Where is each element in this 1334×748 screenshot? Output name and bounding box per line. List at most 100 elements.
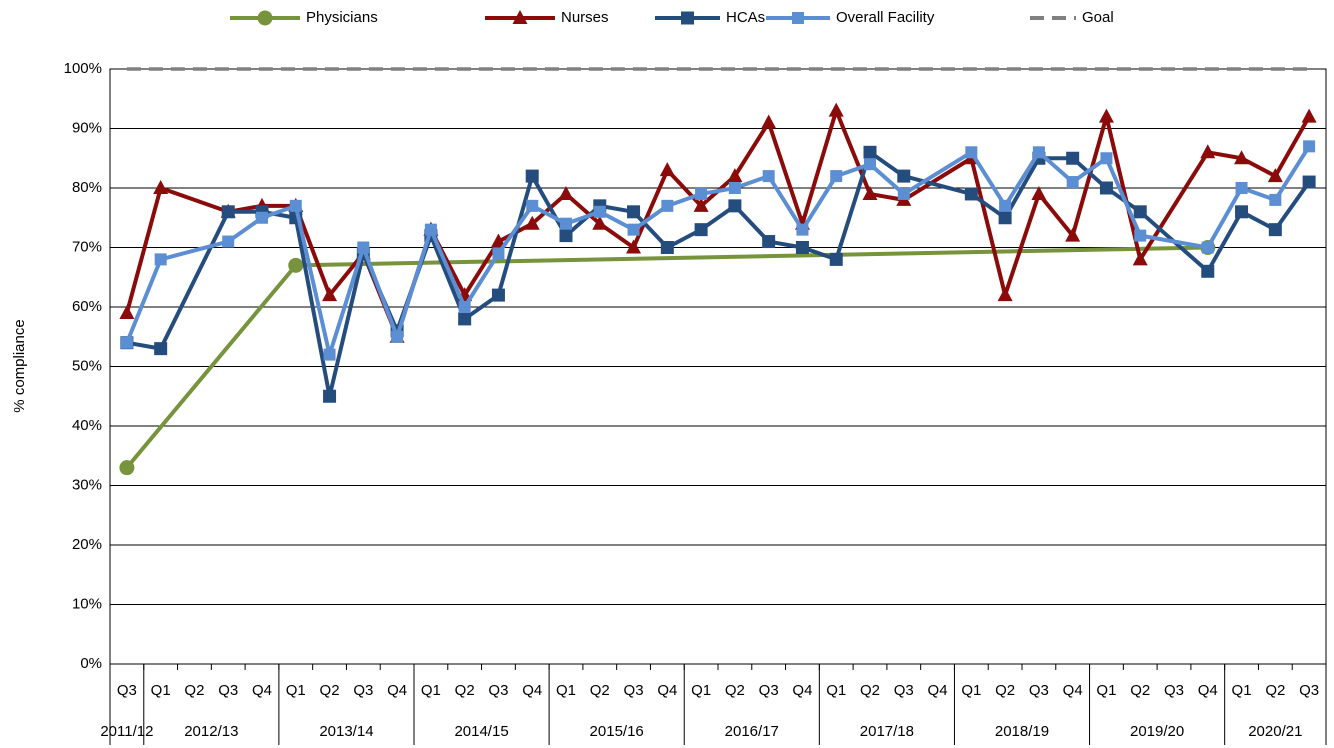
marker (1269, 193, 1282, 206)
marker (626, 239, 642, 254)
marker (559, 229, 573, 243)
marker (999, 199, 1012, 212)
series-line (124, 108, 1311, 339)
marker (627, 205, 641, 219)
marker (154, 342, 168, 356)
x-tick-label: Q2 (860, 682, 880, 699)
marker (1234, 150, 1250, 165)
x-tick-label: Q1 (691, 682, 711, 699)
y-tick-label: 40% (72, 417, 102, 434)
marker (1268, 223, 1282, 237)
marker (1301, 108, 1317, 123)
marker (1235, 182, 1248, 194)
marker (1303, 140, 1316, 153)
marker (1201, 264, 1215, 278)
marker (695, 187, 708, 200)
marker (1099, 181, 1113, 195)
marker (560, 217, 572, 230)
legend-marker (681, 11, 694, 25)
marker (627, 223, 640, 236)
marker (1200, 144, 1216, 159)
marker (490, 233, 506, 248)
marker (120, 336, 133, 349)
marker (862, 185, 878, 200)
x-tick-label: Q3 (624, 682, 644, 699)
series-line (125, 245, 1208, 469)
marker (693, 197, 709, 212)
marker (762, 170, 775, 183)
y-tick-label: 30% (72, 476, 102, 493)
marker (288, 257, 304, 273)
marker (728, 199, 742, 213)
marker (1133, 205, 1147, 219)
legend-label: HCAs (726, 9, 765, 26)
marker (323, 389, 337, 403)
legend-marker (257, 10, 273, 26)
x-tick-label: Q2 (1130, 682, 1150, 699)
x-tick-label: Q2 (184, 682, 204, 699)
marker (357, 241, 370, 254)
x-group-label: 2012/13 (184, 723, 238, 740)
marker (864, 158, 876, 171)
y-tick-label: 0% (80, 655, 102, 672)
legend-marker (792, 12, 804, 24)
x-tick-label: Q1 (1096, 682, 1116, 699)
x-tick-label: Q2 (590, 682, 610, 699)
marker (863, 145, 877, 159)
x-tick-label: Q1 (556, 682, 576, 699)
x-tick-label: Q4 (928, 682, 948, 699)
x-tick-label: Q2 (455, 682, 475, 699)
marker (829, 252, 843, 266)
x-tick-label: Q3 (1029, 682, 1049, 699)
x-group-label: 2015/16 (590, 723, 644, 740)
legend-marker (512, 10, 528, 24)
marker (1134, 229, 1147, 242)
marker (558, 185, 574, 200)
marker (289, 199, 302, 212)
marker (965, 146, 978, 159)
x-group-label: 2019/20 (1130, 723, 1184, 740)
marker (659, 162, 675, 177)
marker (322, 287, 338, 302)
marker (1066, 176, 1079, 189)
legend-label: Physicians (306, 9, 378, 26)
x-tick-label: Q2 (725, 682, 745, 699)
x-group-label: 2017/18 (860, 723, 914, 740)
marker (1098, 108, 1114, 123)
marker (828, 102, 844, 117)
marker (222, 235, 235, 248)
marker (694, 223, 708, 237)
legend-label: Overall Facility (836, 9, 935, 26)
y-tick-label: 80% (72, 179, 102, 196)
marker (1065, 227, 1081, 242)
x-group-label: 2014/15 (454, 723, 508, 740)
y-tick-label: 100% (64, 60, 102, 77)
marker (221, 205, 235, 219)
marker (897, 187, 910, 200)
marker (525, 169, 539, 183)
marker (458, 301, 471, 313)
marker (997, 287, 1013, 302)
marker (1267, 168, 1283, 183)
x-tick-label: Q4 (1063, 682, 1083, 699)
x-group-label: 2018/19 (995, 723, 1049, 740)
x-tick-label: Q3 (1299, 682, 1319, 699)
marker (1132, 251, 1148, 266)
x-tick-label: Q1 (826, 682, 846, 699)
legend-label: Nurses (561, 9, 609, 26)
x-tick-label: Q1 (286, 682, 306, 699)
marker (1100, 152, 1113, 165)
x-tick-label: Q2 (320, 682, 340, 699)
marker (391, 330, 404, 343)
x-tick-label: Q2 (995, 682, 1015, 699)
marker (728, 182, 741, 194)
marker (256, 211, 268, 224)
x-tick-label: Q4 (522, 682, 542, 699)
marker (762, 235, 776, 249)
x-tick-label: Q1 (1232, 682, 1252, 699)
marker (1066, 151, 1080, 165)
marker (897, 169, 911, 183)
x-tick-label: Q4 (387, 682, 407, 699)
marker (526, 199, 539, 212)
